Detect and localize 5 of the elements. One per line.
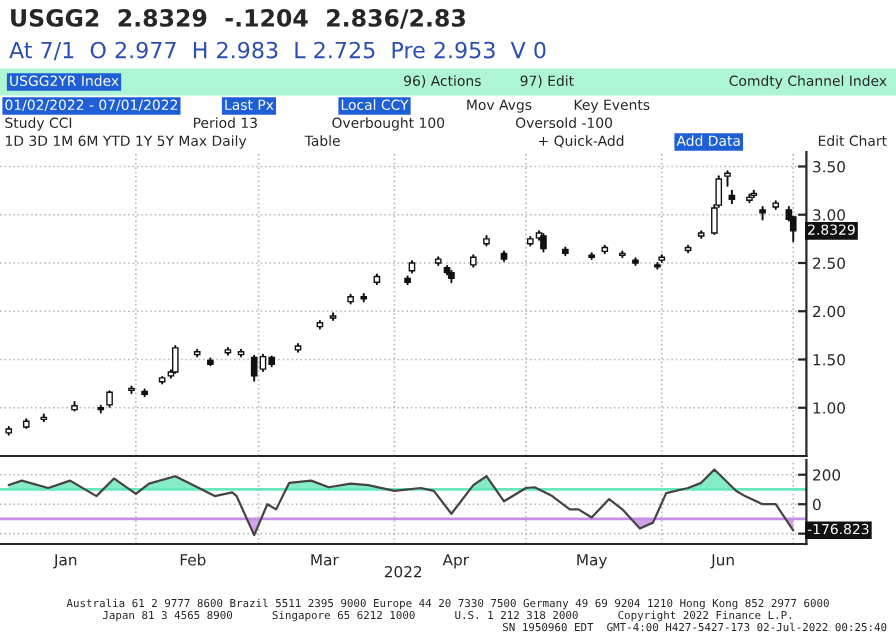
candlestick: [171, 345, 179, 374]
chart-title: USGG2 2.8329 -.1204 2.836/2.83: [11, 8, 465, 29]
chart-subtitle: At 7/1 O 2.977 H 2.983 L 2.725 Pre 2.953 V 0: [9, 41, 546, 61]
candlestick: [250, 354, 258, 382]
line-series: [7, 468, 795, 537]
